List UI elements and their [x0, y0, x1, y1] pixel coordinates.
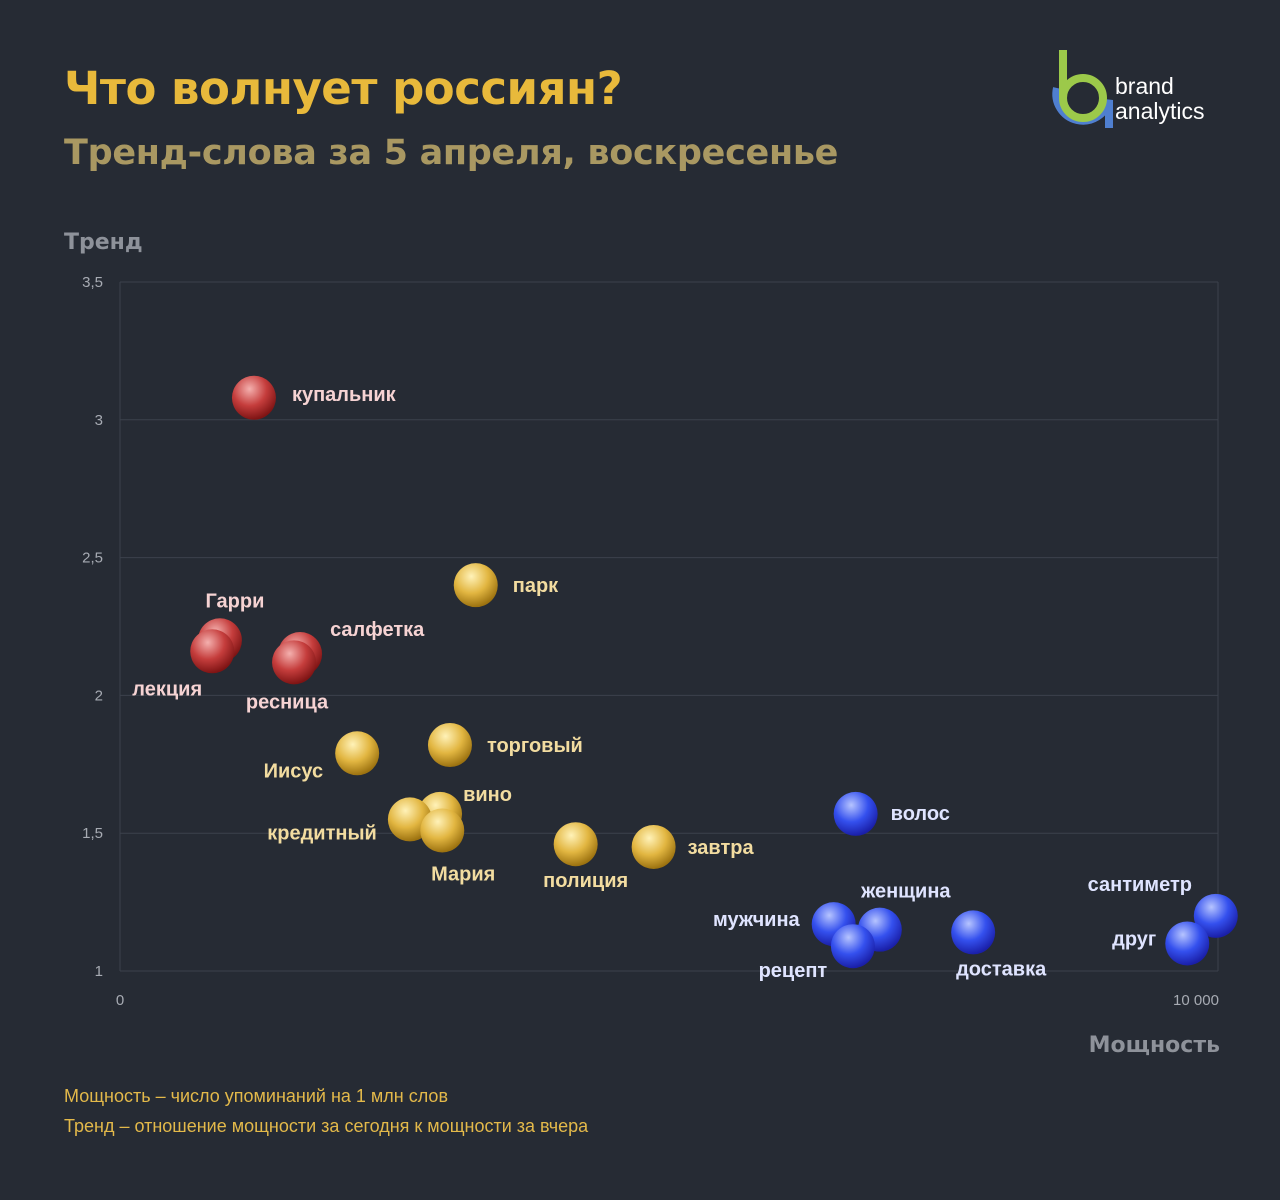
point-label: салфетка	[330, 619, 425, 641]
point-label: ресница	[246, 691, 329, 713]
scatter-chart: 1 1,5 2 2,5 3 3,5 0 10 000 Тренд Мощность купальни…	[64, 230, 1238, 1058]
y-tick-label: 3,5	[82, 274, 103, 291]
point-волос	[833, 791, 878, 836]
page-title: Что волнует россиян?	[64, 62, 623, 115]
logo-line-2: analytics	[1115, 98, 1205, 124]
point-сантиметр	[1193, 893, 1238, 938]
logo-line-1: brand	[1115, 73, 1174, 99]
point-label: женщина	[860, 881, 951, 903]
point-завтра	[631, 824, 676, 869]
y-tick-label: 2	[95, 687, 103, 704]
footnote-power: Мощность – число упоминаний на 1 млн сло…	[64, 1086, 449, 1106]
point-label: доставка	[956, 958, 1047, 980]
y-tick-label: 1	[95, 963, 103, 980]
point-парк	[453, 563, 498, 608]
point-label: торговый	[487, 735, 583, 757]
logo-text: brand analytics	[1115, 74, 1204, 124]
point-рецепт	[830, 924, 875, 969]
page-subtitle: Тренд-слова за 5 апреля, воскресенье	[64, 133, 839, 173]
point-label: завтра	[688, 837, 755, 859]
point-label: Иисус	[264, 760, 324, 782]
y-axis-label: Тренд	[64, 230, 143, 255]
point-друг	[1165, 921, 1210, 966]
y-tick-label: 3	[95, 412, 103, 429]
point-label: друг	[1112, 928, 1156, 950]
point-label: Мария	[431, 863, 495, 885]
point-label: полиция	[543, 870, 628, 892]
point-Мария	[420, 808, 465, 853]
point-label: волос	[891, 803, 950, 825]
point-торговый	[427, 723, 472, 768]
brand-analytics-logo-icon	[1052, 50, 1113, 128]
point-label: рецепт	[759, 960, 828, 982]
point-label: купальник	[292, 384, 397, 406]
point-label: парк	[513, 575, 559, 597]
point-label: лекция	[132, 678, 202, 700]
y-tick-label: 2,5	[82, 550, 103, 567]
point-Иисус	[335, 731, 380, 776]
point-label: кредитный	[267, 822, 377, 844]
point-label: мужчина	[713, 909, 801, 931]
point-label: вино	[463, 784, 512, 806]
x-axis-label: Мощность	[1089, 1033, 1220, 1058]
point-купальник	[231, 375, 276, 420]
point-полиция	[553, 822, 598, 867]
point-лекция	[190, 629, 235, 674]
y-tick-label: 1,5	[82, 825, 103, 842]
point-ресница	[272, 640, 317, 685]
footnote-trend: Тренд – отношение мощности за сегодня к …	[64, 1116, 589, 1136]
point-доставка	[951, 910, 996, 955]
point-label: сантиметр	[1088, 874, 1192, 896]
x-tick-label: 0	[116, 992, 124, 1009]
point-label: Гарри	[205, 590, 264, 612]
x-tick-label: 10 000	[1173, 992, 1219, 1009]
